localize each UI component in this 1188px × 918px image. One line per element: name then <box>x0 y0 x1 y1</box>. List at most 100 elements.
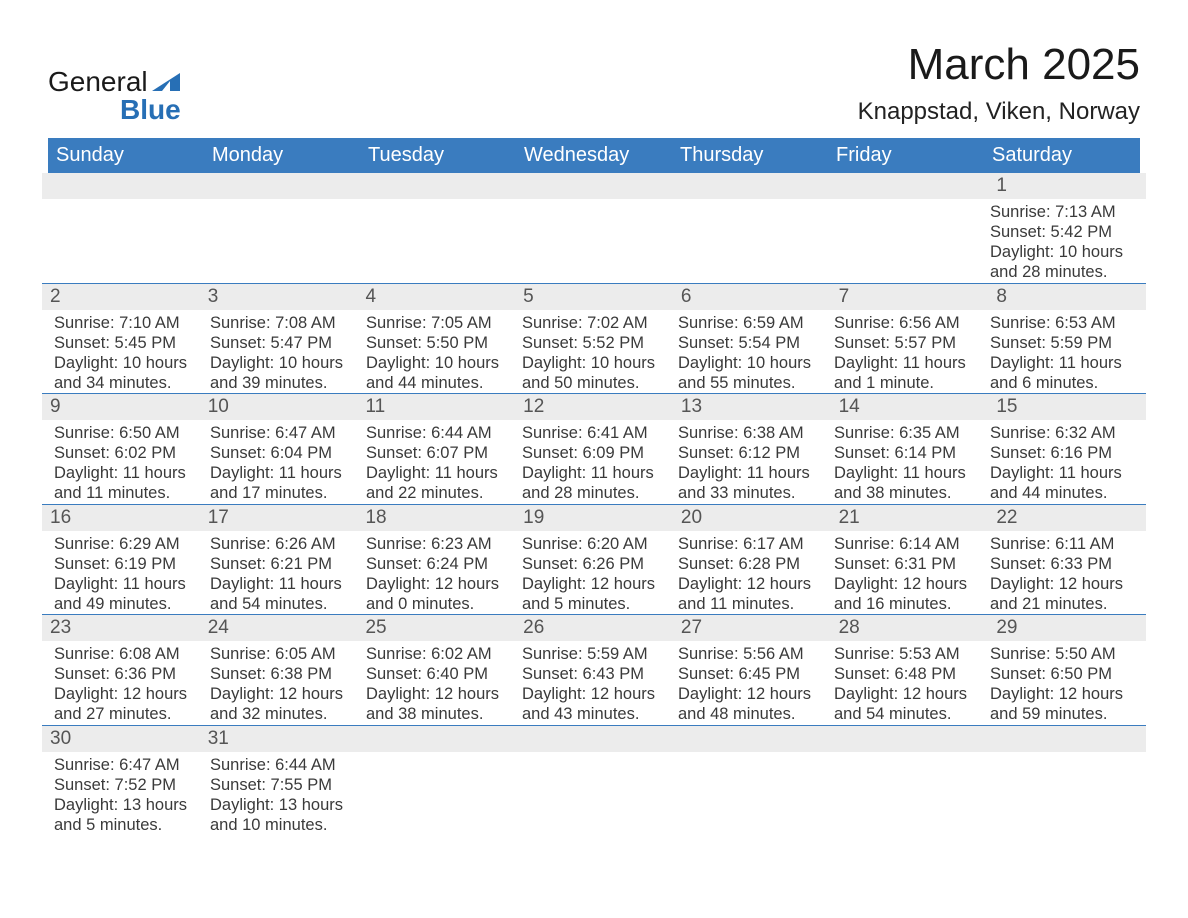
day-number: 2 <box>42 284 200 310</box>
day-number-strip: 3031 <box>42 725 1146 752</box>
day-cell: Sunrise: 6:26 AMSunset: 6:21 PMDaylight:… <box>204 534 360 615</box>
day-number <box>831 726 989 752</box>
day-number: 1 <box>988 173 1146 199</box>
sunset-line: Sunset: 6:50 PM <box>990 664 1134 684</box>
sunrise-line: Sunrise: 6:56 AM <box>834 313 978 333</box>
daylight-line: Daylight: 12 hours and 0 minutes. <box>366 574 510 614</box>
daylight-line: Daylight: 11 hours and 33 minutes. <box>678 463 822 503</box>
sunrise-line: Sunrise: 6:23 AM <box>366 534 510 554</box>
sunset-line: Sunset: 6:45 PM <box>678 664 822 684</box>
sunrise-line: Sunrise: 6:38 AM <box>678 423 822 443</box>
daylight-line: Daylight: 12 hours and 21 minutes. <box>990 574 1134 614</box>
sunset-line: Sunset: 5:50 PM <box>366 333 510 353</box>
day-cell <box>204 202 360 283</box>
month-title: March 2025 <box>858 40 1140 90</box>
day-cell <box>672 202 828 283</box>
day-number <box>673 173 831 199</box>
day-number: 26 <box>515 615 673 641</box>
daylight-line: Daylight: 10 hours and 44 minutes. <box>366 353 510 393</box>
daylight-line: Daylight: 12 hours and 27 minutes. <box>54 684 198 724</box>
daylight-line: Daylight: 10 hours and 28 minutes. <box>990 242 1134 282</box>
day-number <box>357 173 515 199</box>
day-cell: Sunrise: 7:08 AMSunset: 5:47 PMDaylight:… <box>204 313 360 394</box>
sunrise-line: Sunrise: 6:44 AM <box>210 755 354 775</box>
sunset-line: Sunset: 5:47 PM <box>210 333 354 353</box>
day-cell: Sunrise: 6:08 AMSunset: 6:36 PMDaylight:… <box>48 644 204 725</box>
daylight-line: Daylight: 11 hours and 17 minutes. <box>210 463 354 503</box>
sunset-line: Sunset: 7:52 PM <box>54 775 198 795</box>
weekday-header: Friday <box>828 138 984 173</box>
day-number: 28 <box>831 615 989 641</box>
day-cell: Sunrise: 6:44 AMSunset: 7:55 PMDaylight:… <box>204 755 360 836</box>
calendar: Sunday Monday Tuesday Wednesday Thursday… <box>48 138 1140 835</box>
sunrise-line: Sunrise: 6:05 AM <box>210 644 354 664</box>
title-block: March 2025 Knappstad, Viken, Norway <box>858 40 1140 126</box>
sunrise-line: Sunrise: 5:59 AM <box>522 644 666 664</box>
day-cell: Sunrise: 5:56 AMSunset: 6:45 PMDaylight:… <box>672 644 828 725</box>
day-number: 25 <box>357 615 515 641</box>
day-number: 21 <box>831 505 989 531</box>
day-cell <box>828 755 984 836</box>
header: General Blue March 2025 Knappstad, Viken… <box>48 40 1140 126</box>
day-number: 7 <box>831 284 989 310</box>
sunrise-line: Sunrise: 7:02 AM <box>522 313 666 333</box>
weekday-header: Sunday <box>48 138 204 173</box>
sunrise-line: Sunrise: 5:53 AM <box>834 644 978 664</box>
weekday-header: Wednesday <box>516 138 672 173</box>
sunrise-line: Sunrise: 6:20 AM <box>522 534 666 554</box>
day-cell <box>672 755 828 836</box>
day-number: 29 <box>988 615 1146 641</box>
day-cell: Sunrise: 6:53 AMSunset: 5:59 PMDaylight:… <box>984 313 1140 394</box>
daylight-line: Daylight: 12 hours and 16 minutes. <box>834 574 978 614</box>
sunset-line: Sunset: 5:57 PM <box>834 333 978 353</box>
sunset-line: Sunset: 5:59 PM <box>990 333 1134 353</box>
day-cell <box>984 755 1140 836</box>
weeks-container: 1Sunrise: 7:13 AMSunset: 5:42 PMDaylight… <box>48 173 1140 835</box>
day-number <box>357 726 515 752</box>
day-number: 15 <box>988 394 1146 420</box>
sunrise-line: Sunrise: 6:47 AM <box>210 423 354 443</box>
daylight-line: Daylight: 11 hours and 49 minutes. <box>54 574 198 614</box>
sunset-line: Sunset: 6:16 PM <box>990 443 1134 463</box>
day-cell: Sunrise: 6:41 AMSunset: 6:09 PMDaylight:… <box>516 423 672 504</box>
day-cell: Sunrise: 6:23 AMSunset: 6:24 PMDaylight:… <box>360 534 516 615</box>
sunset-line: Sunset: 5:45 PM <box>54 333 198 353</box>
sunrise-line: Sunrise: 6:53 AM <box>990 313 1134 333</box>
day-number: 19 <box>515 505 673 531</box>
sunrise-line: Sunrise: 6:35 AM <box>834 423 978 443</box>
sunset-line: Sunset: 6:48 PM <box>834 664 978 684</box>
sunrise-line: Sunrise: 6:26 AM <box>210 534 354 554</box>
sunset-line: Sunset: 6:38 PM <box>210 664 354 684</box>
sunset-line: Sunset: 6:28 PM <box>678 554 822 574</box>
day-cell: Sunrise: 6:47 AMSunset: 7:52 PMDaylight:… <box>48 755 204 836</box>
sunrise-line: Sunrise: 6:14 AM <box>834 534 978 554</box>
weekday-header: Monday <box>204 138 360 173</box>
day-cell: Sunrise: 6:32 AMSunset: 6:16 PMDaylight:… <box>984 423 1140 504</box>
daylight-line: Daylight: 12 hours and 11 minutes. <box>678 574 822 614</box>
daylight-line: Daylight: 11 hours and 28 minutes. <box>522 463 666 503</box>
day-cell: Sunrise: 6:14 AMSunset: 6:31 PMDaylight:… <box>828 534 984 615</box>
daylight-line: Daylight: 11 hours and 54 minutes. <box>210 574 354 614</box>
day-cell: Sunrise: 6:56 AMSunset: 5:57 PMDaylight:… <box>828 313 984 394</box>
sunrise-line: Sunrise: 6:59 AM <box>678 313 822 333</box>
day-number <box>42 173 200 199</box>
sunset-line: Sunset: 6:24 PM <box>366 554 510 574</box>
sunrise-line: Sunrise: 5:56 AM <box>678 644 822 664</box>
day-number: 5 <box>515 284 673 310</box>
sunrise-line: Sunrise: 6:17 AM <box>678 534 822 554</box>
day-number <box>515 173 673 199</box>
day-cell: Sunrise: 7:10 AMSunset: 5:45 PMDaylight:… <box>48 313 204 394</box>
day-number: 10 <box>200 394 358 420</box>
logo: General Blue <box>48 68 181 124</box>
day-number: 22 <box>988 505 1146 531</box>
day-cell: Sunrise: 6:44 AMSunset: 6:07 PMDaylight:… <box>360 423 516 504</box>
triangle-icon <box>152 73 180 91</box>
daylight-line: Daylight: 12 hours and 5 minutes. <box>522 574 666 614</box>
sunrise-line: Sunrise: 7:05 AM <box>366 313 510 333</box>
day-number: 9 <box>42 394 200 420</box>
day-cell: Sunrise: 5:59 AMSunset: 6:43 PMDaylight:… <box>516 644 672 725</box>
daylight-line: Daylight: 10 hours and 39 minutes. <box>210 353 354 393</box>
day-cell: Sunrise: 6:05 AMSunset: 6:38 PMDaylight:… <box>204 644 360 725</box>
sunset-line: Sunset: 6:19 PM <box>54 554 198 574</box>
day-number: 13 <box>673 394 831 420</box>
